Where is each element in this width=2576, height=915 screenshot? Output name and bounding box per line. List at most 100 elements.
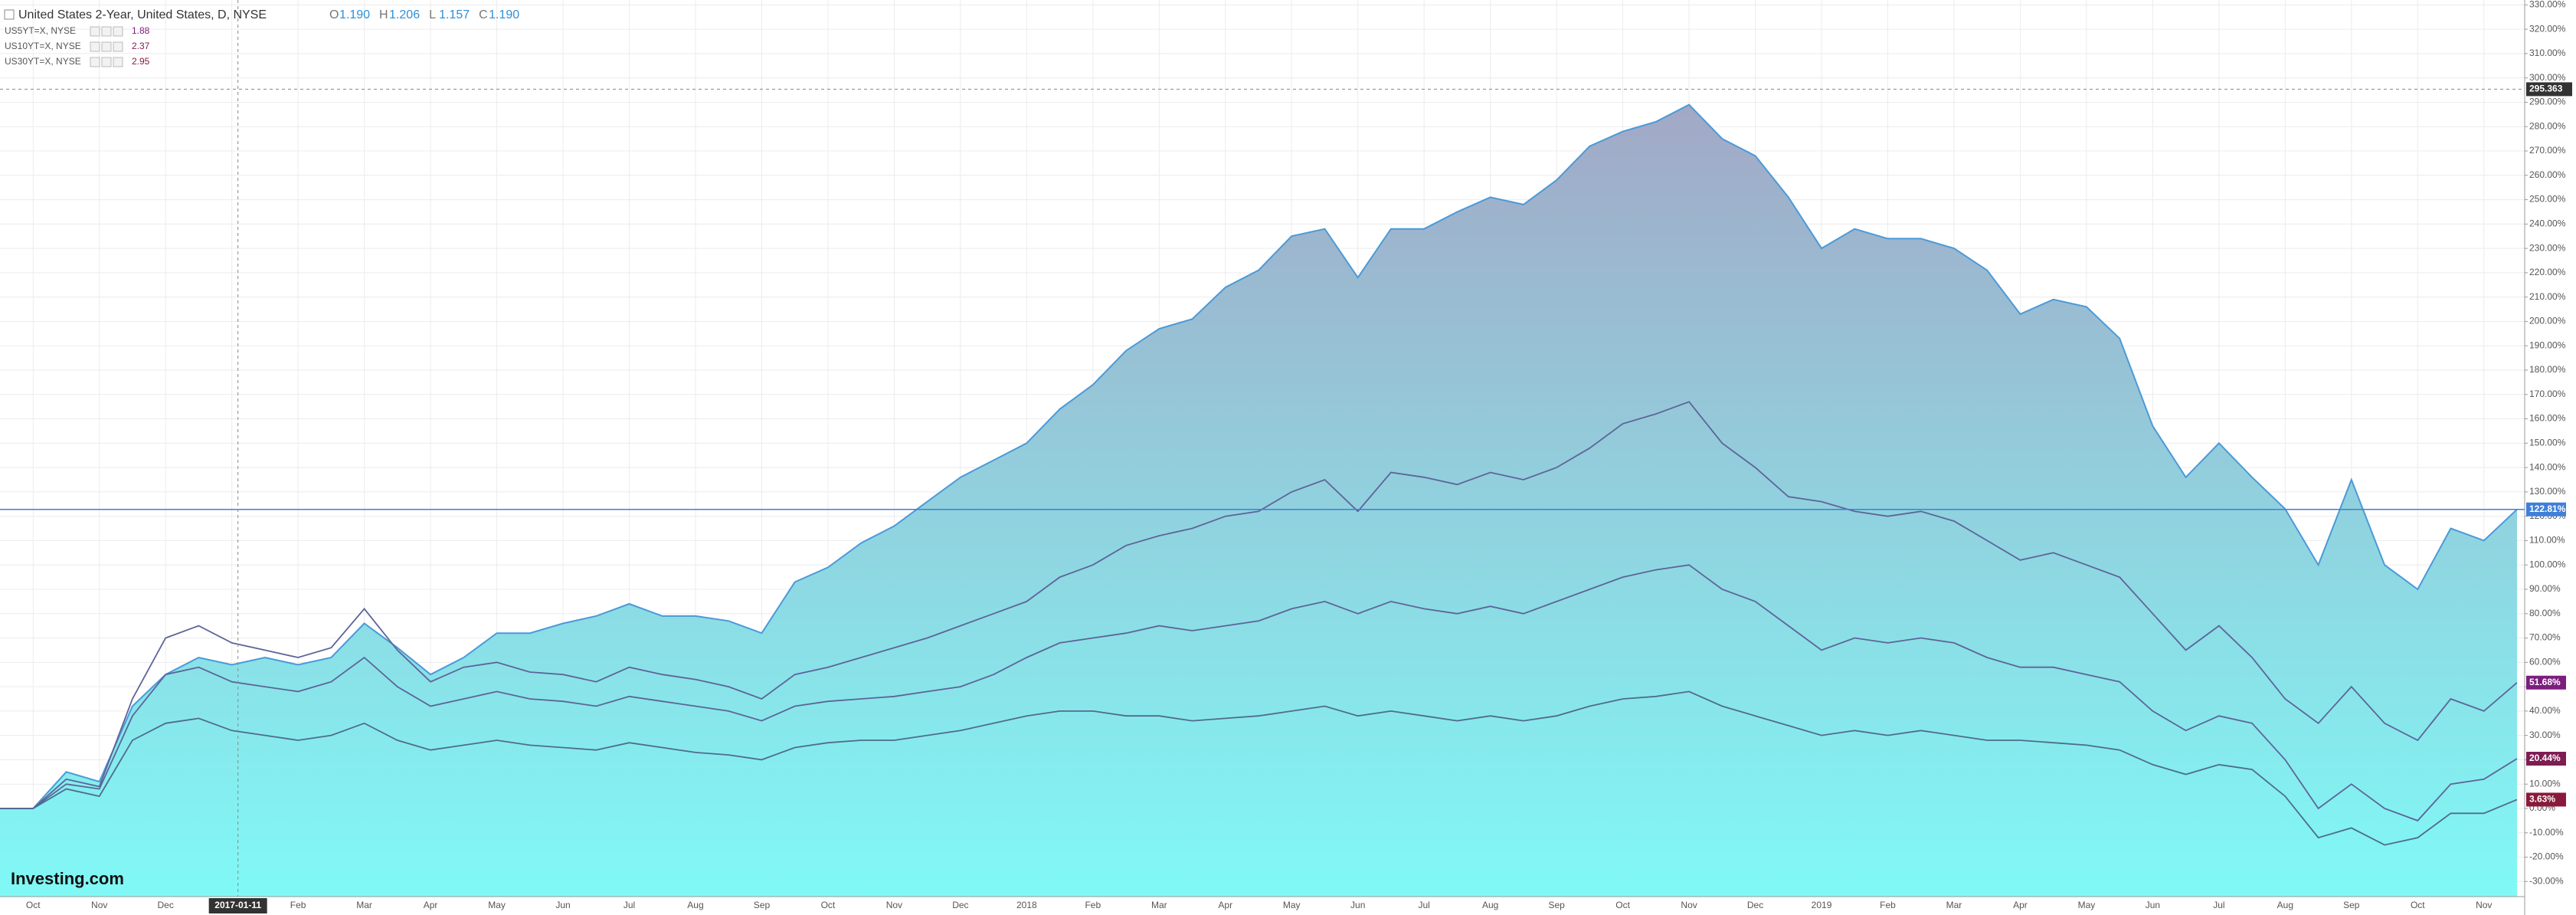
x-tick-label: Nov bbox=[886, 900, 902, 910]
price-badge-label: 20.44% bbox=[2529, 753, 2561, 763]
y-tick-label: 40.00% bbox=[2529, 705, 2561, 716]
y-tick-label: 70.00% bbox=[2529, 632, 2561, 643]
x-tick-label: Nov bbox=[91, 900, 107, 910]
x-tick-label: Sep bbox=[1548, 900, 1565, 910]
legend-button[interactable] bbox=[101, 57, 112, 67]
y-tick-label: -30.00% bbox=[2529, 875, 2564, 886]
ohlc-value: 1.157 bbox=[439, 8, 470, 21]
y-tick-label: 130.00% bbox=[2529, 486, 2566, 497]
legend-button[interactable] bbox=[90, 57, 100, 67]
legend: United States 2-Year, United States, D, … bbox=[4, 8, 519, 67]
y-tick-label: 160.00% bbox=[2529, 413, 2566, 424]
x-tick-label: Oct bbox=[2411, 900, 2425, 910]
ohlc-value: 1.206 bbox=[389, 8, 420, 21]
y-tick-label: 10.00% bbox=[2529, 778, 2561, 789]
x-tick-label: Feb bbox=[1085, 900, 1101, 910]
x-tick-label: May bbox=[2078, 900, 2096, 910]
price-badge-label: 3.63% bbox=[2529, 794, 2555, 805]
crosshair-x-badge bbox=[208, 898, 267, 913]
line bbox=[0, 564, 2518, 822]
y-tick-label: 150.00% bbox=[2529, 437, 2566, 448]
legend-name: US5YT=X, NYSE bbox=[5, 25, 76, 36]
price-badge bbox=[2526, 752, 2566, 766]
legend-value: 1.88 bbox=[132, 25, 150, 36]
ohlc-key: L bbox=[429, 8, 436, 21]
x-tick-label: Nov bbox=[1681, 900, 1697, 910]
y-tick-label: 240.00% bbox=[2529, 218, 2566, 229]
legend-box-icon[interactable] bbox=[4, 9, 15, 20]
line bbox=[0, 690, 2518, 846]
x-tick-label: Feb bbox=[290, 900, 306, 910]
legend-button[interactable] bbox=[113, 26, 123, 37]
legend-button[interactable] bbox=[90, 26, 100, 37]
ohlc-key: H bbox=[379, 8, 388, 21]
x-tick-label: Oct bbox=[1615, 900, 1630, 910]
x-tick-label: Jul bbox=[2213, 900, 2224, 910]
price-badge bbox=[2526, 502, 2566, 517]
x-tick-label: Oct bbox=[821, 900, 836, 910]
x-tick-label: Aug bbox=[1482, 900, 1498, 910]
x-tick-label: Mar bbox=[1151, 900, 1167, 910]
y-tick-label: 260.00% bbox=[2529, 169, 2566, 180]
area bbox=[0, 104, 2517, 897]
ohlc-key: O bbox=[329, 8, 339, 21]
y-tick-label: 170.00% bbox=[2529, 389, 2566, 399]
x-tick-label: Oct bbox=[26, 900, 41, 910]
y-tick-label: 200.00% bbox=[2529, 316, 2566, 326]
x-tick-label: Mar bbox=[356, 900, 372, 910]
y-tick-label: 250.00% bbox=[2529, 194, 2566, 205]
y-tick-label: 220.00% bbox=[2529, 267, 2566, 277]
legend-value: 2.37 bbox=[132, 41, 150, 51]
y-tick-label: 310.00% bbox=[2529, 48, 2566, 58]
legend-button[interactable] bbox=[113, 57, 123, 67]
x-tick-label: Sep bbox=[754, 900, 771, 910]
legend-name: US30YT=X, NYSE bbox=[5, 56, 81, 67]
plot bbox=[0, 0, 2525, 897]
x-tick-label: Apr bbox=[2013, 900, 2028, 910]
ohlc-value: 1.190 bbox=[489, 8, 519, 21]
watermark: Investing.com bbox=[11, 869, 124, 888]
y-tick-label: 190.00% bbox=[2529, 339, 2566, 350]
y-tick-label: 100.00% bbox=[2529, 559, 2566, 569]
price-badge bbox=[2526, 792, 2566, 807]
ohlc-key: C bbox=[479, 8, 488, 21]
x-tick-label: Dec bbox=[158, 900, 174, 910]
y-tick-label: 300.00% bbox=[2529, 72, 2566, 83]
x-tick-label: Apr bbox=[424, 900, 438, 910]
y-tick-label: 290.00% bbox=[2529, 97, 2566, 107]
y-tick-label: 30.00% bbox=[2529, 730, 2561, 740]
y-tick-label: -20.00% bbox=[2529, 851, 2564, 862]
area-line bbox=[0, 103, 2518, 809]
x-tick-label: Sep bbox=[2343, 900, 2360, 910]
y-tick-label: 280.00% bbox=[2529, 120, 2566, 131]
legend-name: US10YT=X, NYSE bbox=[5, 41, 81, 51]
ohlc-value: 1.190 bbox=[339, 8, 370, 21]
y-tick-label: -10.00% bbox=[2529, 827, 2564, 838]
y-tick-label: 210.00% bbox=[2529, 291, 2566, 302]
x-tick-label: May bbox=[488, 900, 506, 910]
legend-button[interactable] bbox=[90, 41, 100, 52]
x-tick-label: Jun bbox=[1350, 900, 1365, 910]
y-tick-label: 270.00% bbox=[2529, 145, 2566, 156]
legend-title: United States 2-Year, United States, D, … bbox=[18, 8, 267, 21]
x-tick-label: 2019 bbox=[1812, 900, 1832, 910]
y-tick-label: 80.00% bbox=[2529, 608, 2561, 618]
legend-button[interactable] bbox=[101, 26, 112, 37]
x-tick-label: Nov bbox=[2476, 900, 2492, 910]
y-tick-label: 90.00% bbox=[2529, 583, 2561, 594]
legend-button[interactable] bbox=[101, 41, 112, 52]
legend-button[interactable] bbox=[113, 41, 123, 52]
y-tick-label: 60.00% bbox=[2529, 656, 2561, 667]
x-tick-label: Aug bbox=[2277, 900, 2293, 910]
y-tick-label: 180.00% bbox=[2529, 364, 2566, 375]
crosshair-y-label: 295.363 bbox=[2529, 84, 2563, 94]
x-tick-label: Dec bbox=[1747, 900, 1763, 910]
crosshair-x-label: 2017-01-11 bbox=[214, 900, 261, 910]
x-tick-label: Jul bbox=[1419, 900, 1430, 910]
price-badge bbox=[2526, 675, 2566, 690]
price-badge-label: 122.81% bbox=[2529, 503, 2566, 514]
x-tick-label: Aug bbox=[687, 900, 703, 910]
